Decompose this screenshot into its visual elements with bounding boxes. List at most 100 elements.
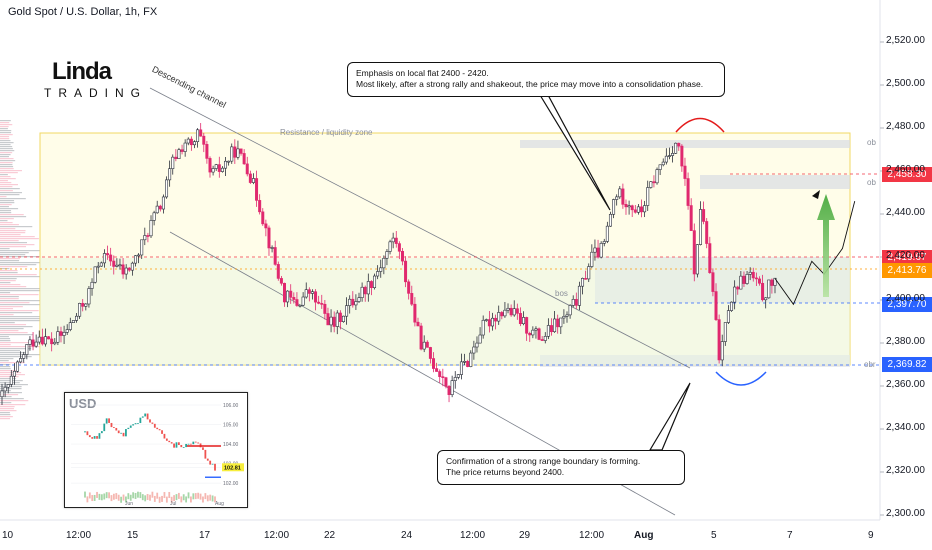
logo-brand-subtitle: TRADING: [44, 86, 147, 100]
candle-body: [646, 187, 650, 206]
volume-profile-bar: [0, 354, 40, 356]
candle-body: [394, 237, 398, 244]
candle-body: [531, 329, 535, 336]
candle-body: [242, 153, 246, 165]
volume-profile-bar: [0, 162, 13, 164]
callout-top-line2: Most likely, after a strong rally and sh…: [356, 79, 704, 90]
candle-body: [463, 361, 467, 363]
price-axis-ticks: [880, 41, 884, 516]
candle-body: [450, 380, 454, 395]
y-tick-label: 2,460.00: [886, 164, 925, 175]
candle-body: [320, 303, 324, 305]
candle-body: [40, 336, 44, 345]
candle-body: [391, 237, 395, 243]
volume-profile-bar: [0, 222, 13, 224]
volume-profile-bar: [0, 268, 10, 270]
volume-profile-bar: [0, 324, 27, 326]
candle-body: [22, 354, 26, 359]
x-tick-label: 22: [324, 530, 336, 541]
candle-body: [236, 148, 240, 158]
candle-body: [484, 319, 488, 321]
candle-body: [680, 145, 684, 167]
inset-candle: [170, 442, 173, 444]
volume-profile-bar: [0, 236, 35, 238]
candle-body: [332, 316, 336, 327]
x-tick-label: 10: [2, 530, 14, 541]
volume-profile-bar: [0, 184, 18, 186]
callout-bottom-pointer: [648, 382, 691, 451]
inset-candle: [214, 463, 216, 471]
candle-body: [761, 282, 765, 301]
candle-body: [137, 254, 141, 257]
candle-body: [444, 377, 448, 387]
candle-body: [152, 212, 156, 221]
volume-profile-bar: [0, 134, 13, 136]
volume-profile-bar: [0, 228, 16, 230]
candle-body: [587, 266, 591, 280]
volume-profile-bar: [0, 204, 12, 206]
candle-body: [161, 196, 165, 210]
volume-profile-bar: [0, 266, 28, 268]
candle-body: [121, 264, 125, 275]
candle-body: [208, 158, 212, 173]
candle-body: [9, 375, 13, 385]
volume-profile-bar: [0, 172, 18, 174]
callout-top-line1: Emphasis on local flat 2400 - 2420.: [356, 68, 489, 78]
candle-body: [500, 312, 504, 317]
candle-body: [273, 247, 277, 265]
candle-body: [400, 250, 404, 262]
candle-body: [593, 247, 597, 253]
volume-profile-bar: [0, 130, 12, 132]
candle-body: [525, 317, 529, 334]
inset-candle: [165, 438, 168, 441]
volume-profile-bar: [0, 400, 29, 402]
candle-body: [286, 290, 290, 303]
callout-bottom: Confirmation of a strong range boundary …: [437, 450, 685, 485]
inset-volume-bar: [100, 494, 103, 501]
inset-candle: [156, 427, 159, 430]
candle-body: [515, 308, 519, 314]
y-tick-label: 2,500.00: [886, 78, 925, 89]
candle-body: [705, 221, 709, 244]
candle-body: [528, 332, 532, 336]
volume-profile-bar: [0, 234, 21, 236]
candle-body: [96, 265, 100, 268]
volume-profile-bar: [0, 158, 14, 160]
obr-label: obr: [864, 360, 876, 369]
inset-candle: [206, 458, 209, 461]
volume-profile-bar: [0, 132, 12, 134]
candle-body: [133, 255, 137, 264]
inset-y-tick: 104.00: [223, 442, 239, 448]
inset-volume-bar: [156, 492, 159, 499]
candle-body: [608, 213, 612, 227]
volume-profile-bar: [0, 192, 23, 194]
candle-body: [453, 377, 457, 381]
inset-candle: [117, 430, 120, 434]
candle-body: [422, 341, 426, 350]
candle-body: [559, 317, 563, 328]
inset-volume-bar: [180, 496, 183, 503]
candle-body: [624, 204, 628, 208]
volume-profile-bar: [0, 136, 10, 138]
inset-candle: [108, 418, 110, 423]
price-tag: 2,369.82: [882, 357, 932, 373]
inset-volume-bar: [202, 496, 204, 503]
volume-profile-bar: [0, 164, 13, 166]
volume-profile-bar: [0, 168, 14, 170]
candle-body: [667, 155, 671, 157]
volume-profile-bar: [0, 304, 49, 306]
candle-body: [733, 286, 737, 303]
x-tick-label: 12:00: [579, 530, 605, 541]
candle-body: [397, 243, 401, 252]
candle-body: [730, 301, 734, 311]
candle-body: [124, 267, 128, 275]
volume-profile-bar: [0, 372, 22, 374]
candle-body: [224, 160, 228, 169]
candle-body: [81, 303, 85, 307]
candle-body: [522, 317, 526, 325]
obr-zone: [540, 355, 850, 367]
candle-body: [618, 188, 622, 198]
inset-volume-bar: [151, 491, 154, 498]
volume-profile-bar: [0, 288, 48, 290]
